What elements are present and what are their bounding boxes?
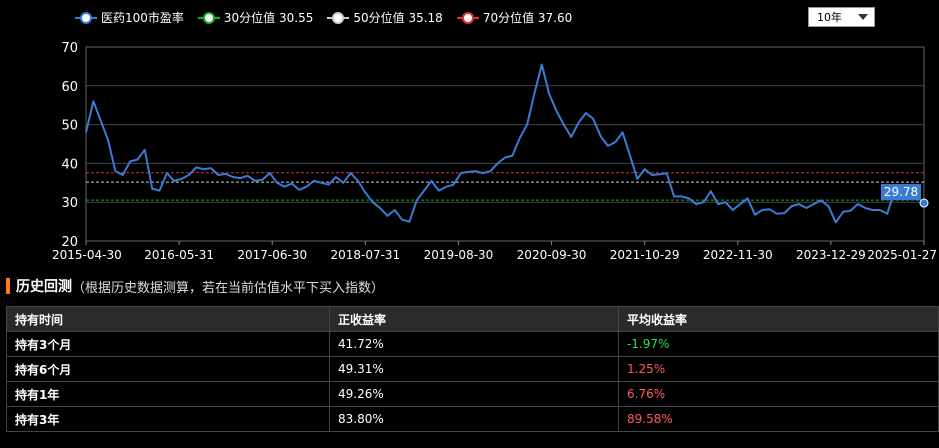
plot-frame <box>85 46 925 242</box>
x-tick-label: 2025-01-27 <box>867 248 937 262</box>
legend-label: 50分位值 35.18 <box>353 11 443 25</box>
column-header: 正收益率 <box>329 306 619 332</box>
chart-legend: 医药100市盈率 30分位值 30.55 50分位值 35.18 70分位值 3… <box>75 9 572 26</box>
legend-label: 30分位值 30.55 <box>223 11 314 25</box>
section-accent-bar <box>6 278 10 294</box>
pe-line-chart: 20 30 40 50 60 70 2015-04-30 2016-05-31 2017-06-… <box>52 41 937 262</box>
y-tick-label: 30 <box>61 196 78 211</box>
column-header: 平均收益率 <box>618 306 939 332</box>
legend-item-p30[interactable]: 30分位值 30.55 <box>197 9 314 26</box>
legend-marker-icon <box>75 11 97 24</box>
y-tick-label: 40 <box>61 157 78 172</box>
period-cell: 持有3年 <box>6 406 330 432</box>
backtest-table: 持有时间 正收益率 平均收益率 持有3个月 41.72% -1.97% 持有6个… <box>6 306 939 432</box>
section-subtitle: （根据历史数据测算，若在当前估值水平下买入指数） <box>72 280 385 296</box>
x-tick-label: 2023-12-29 <box>796 248 866 262</box>
pe-chart: 20 30 40 50 60 70 2015-04-30 2016-05-31 2017-06-… <box>52 7 937 262</box>
x-tick-label: 2017-06-30 <box>237 248 307 262</box>
legend-label: 70分位值 37.60 <box>482 11 573 25</box>
y-tick-label: 70 <box>61 41 78 56</box>
avg-return-cell: 6.76% <box>618 381 939 407</box>
positive-rate-cell: 49.26% <box>329 381 619 407</box>
x-tick-label: 2015-04-30 <box>52 248 122 262</box>
period-cell: 持有6个月 <box>6 356 330 382</box>
y-tick-label: 50 <box>61 119 78 134</box>
positive-rate-cell: 49.31% <box>329 356 619 382</box>
avg-return-cell: 89.58% <box>618 406 939 432</box>
x-tick-label: 2020-09-30 <box>517 248 587 262</box>
chevron-down-icon <box>858 14 868 20</box>
legend-marker-icon <box>456 11 479 24</box>
last-point <box>919 198 929 208</box>
table-header-row: 持有时间 正收益率 平均收益率 <box>6 306 939 332</box>
y-tick-label: 60 <box>61 80 78 95</box>
avg-return-cell: -1.97% <box>618 331 939 357</box>
last-value-badge <box>881 184 921 201</box>
section-header: 历史回测 （根据历史数据测算，若在当前估值水平下买入指数） <box>6 276 384 296</box>
period-cell: 持有1年 <box>6 381 330 407</box>
time-range-value: 10年 <box>817 11 842 24</box>
legend-item-pe[interactable]: 医药100市盈率 <box>75 9 184 26</box>
table-row: 持有3年 83.80% 89.58% <box>6 406 939 432</box>
positive-rate-cell: 41.72% <box>329 331 619 357</box>
x-tick-label: 2018-07-31 <box>330 248 400 262</box>
x-tick-label: 2021-10-29 <box>610 248 680 262</box>
avg-return-cell: 1.25% <box>618 356 939 382</box>
period-cell: 持有3个月 <box>6 331 330 357</box>
column-header: 持有时间 <box>6 306 330 332</box>
legend-marker-icon <box>197 11 220 24</box>
x-tick-label: 2019-08-30 <box>424 248 494 262</box>
table-row: 持有3个月 41.72% -1.97% <box>6 331 939 357</box>
time-range-select[interactable]: 10年 <box>808 7 875 27</box>
legend-marker-icon <box>327 11 350 24</box>
last-value-label: 29.78 <box>884 185 918 199</box>
legend-item-p50[interactable]: 50分位值 35.18 <box>327 9 443 26</box>
legend-label: 医药100市盈率 <box>101 11 184 25</box>
table-row: 持有6个月 49.31% 1.25% <box>6 356 939 382</box>
y-tick-label: 20 <box>61 235 78 250</box>
section-title: 历史回测 <box>16 279 72 295</box>
legend-item-p70[interactable]: 70分位值 37.60 <box>456 9 573 26</box>
positive-rate-cell: 83.80% <box>329 406 619 432</box>
series-line <box>85 63 925 224</box>
table-row: 持有1年 49.26% 6.76% <box>6 381 939 407</box>
x-tick-label: 2016-05-31 <box>144 248 214 262</box>
x-tick-label: 2022-11-30 <box>703 248 773 262</box>
